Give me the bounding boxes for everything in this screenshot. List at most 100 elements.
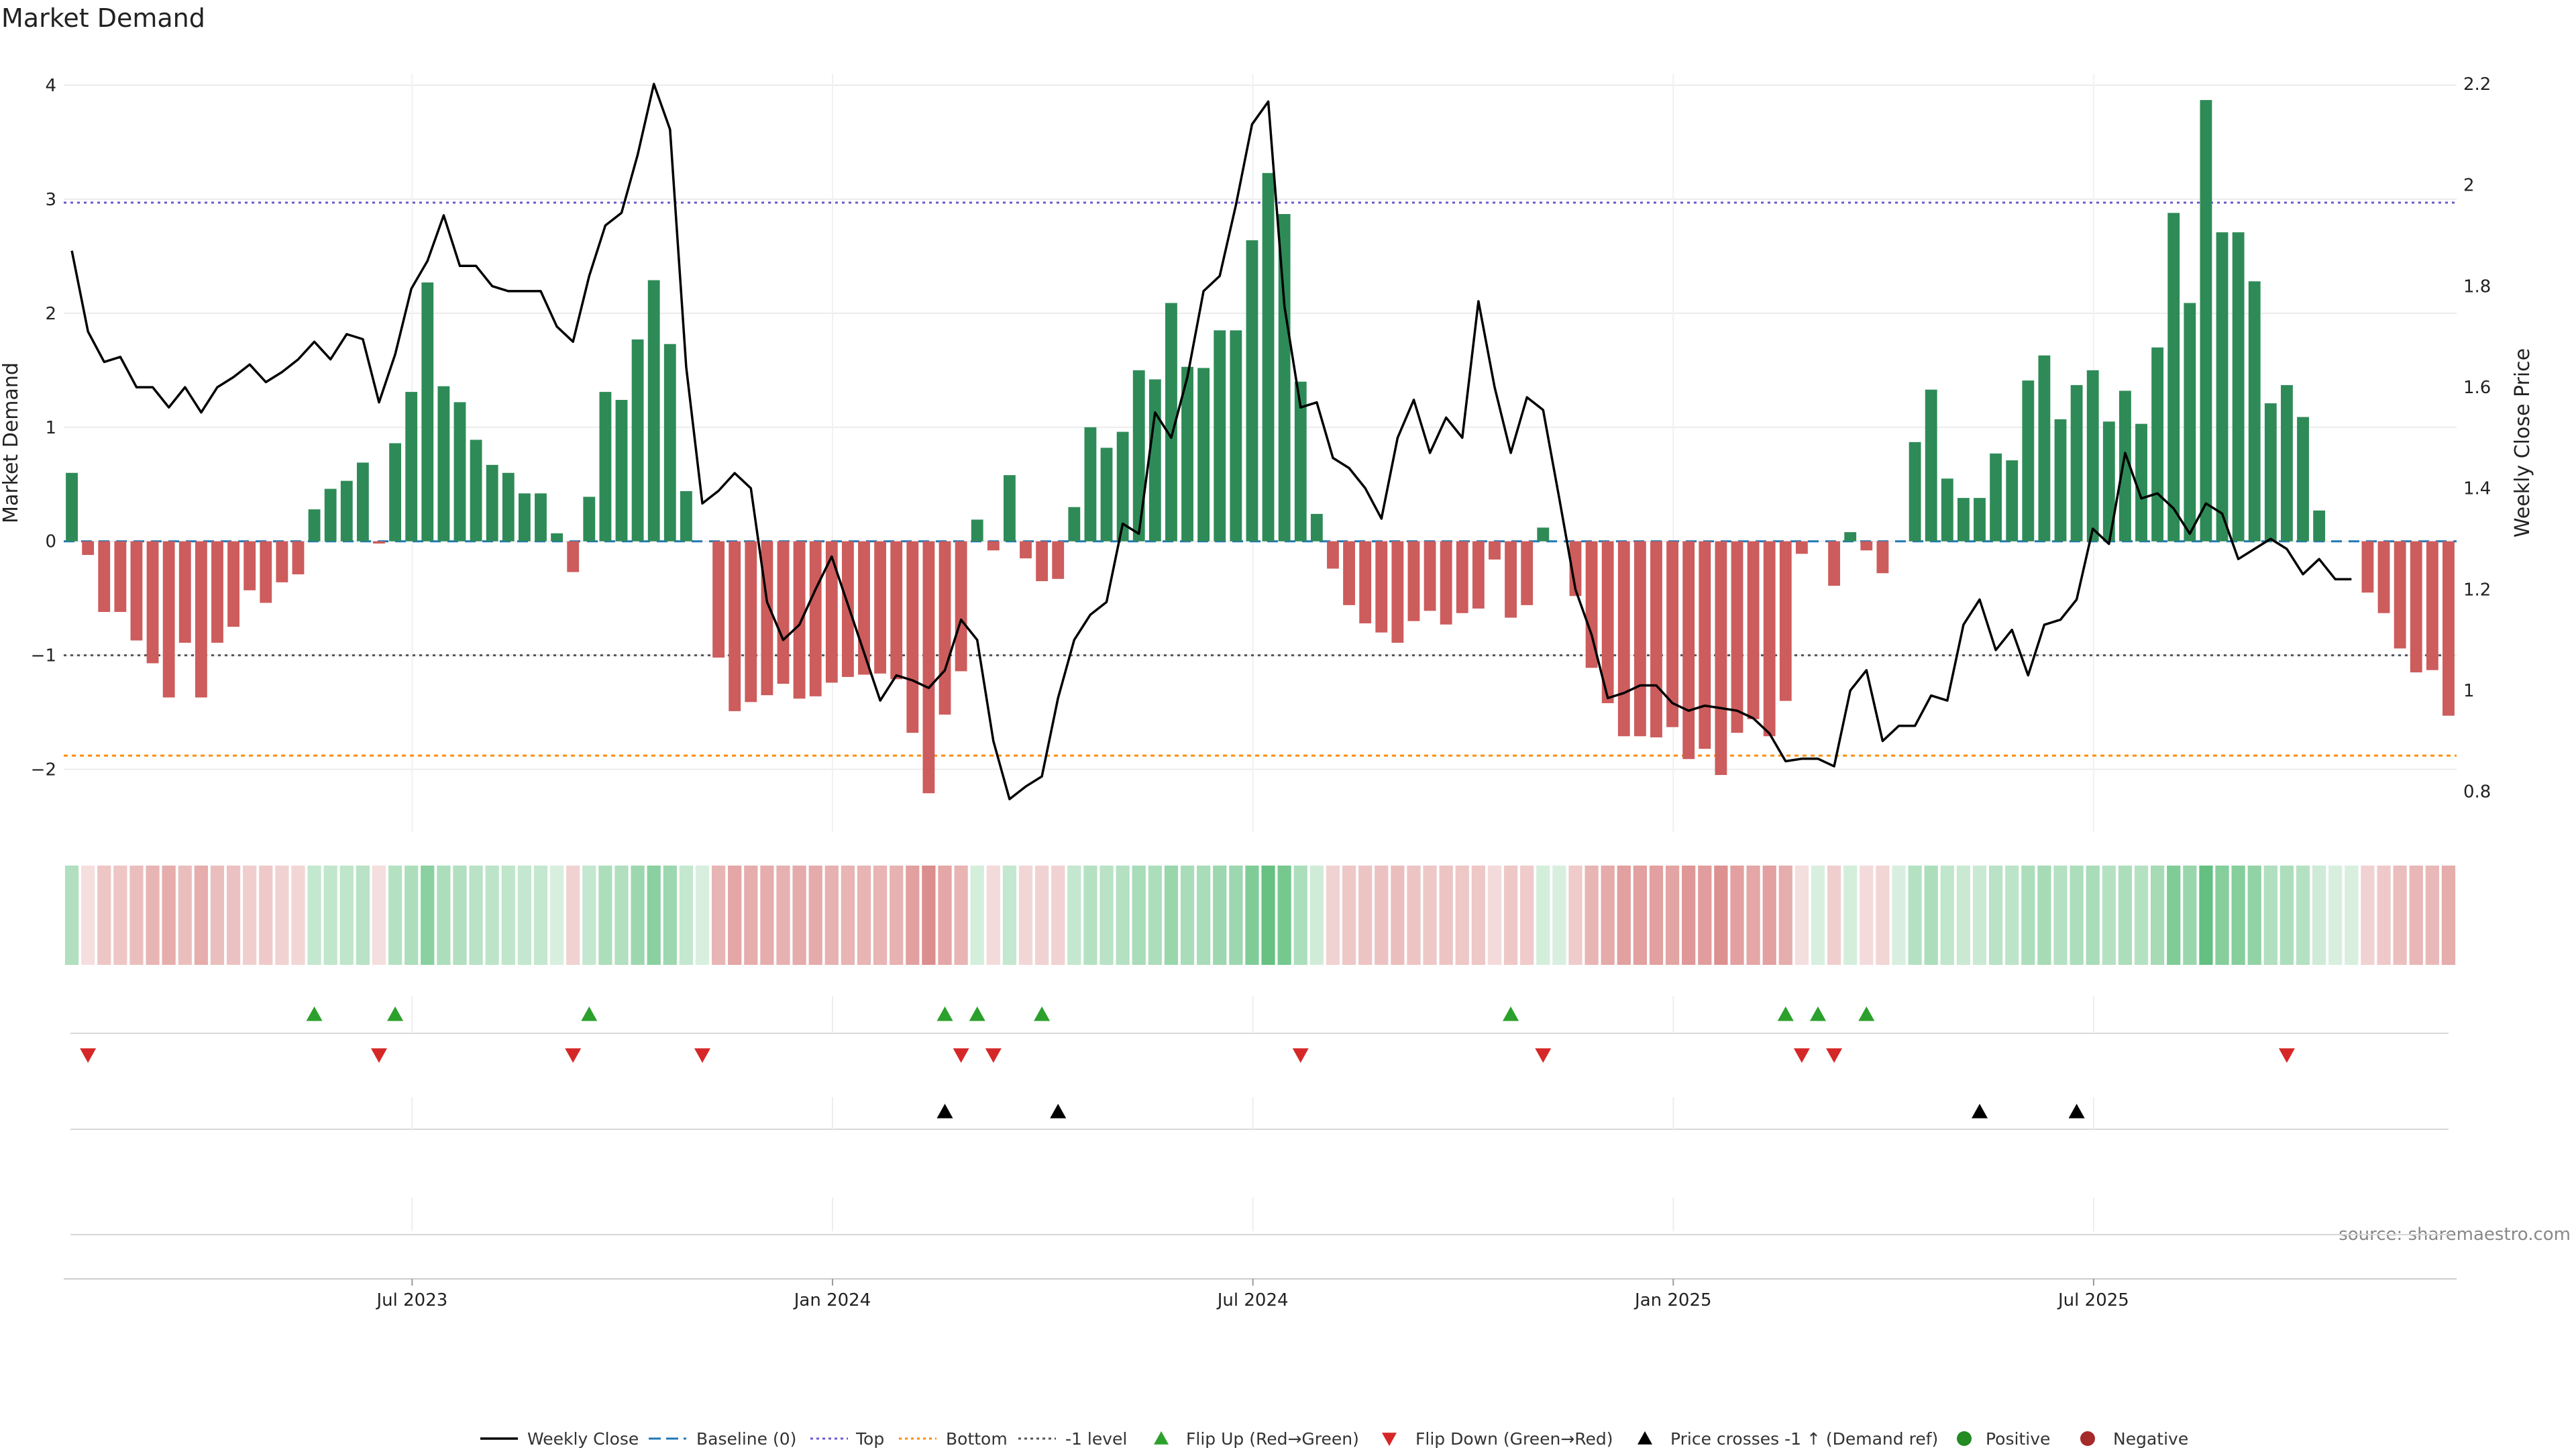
strip-cell bbox=[517, 866, 532, 965]
strip-cell bbox=[2425, 866, 2439, 965]
legend-label: Positive bbox=[1986, 1429, 2050, 1449]
strip-cell bbox=[631, 866, 645, 965]
strip-cell bbox=[1762, 866, 1776, 965]
x-tick-label: Jul 2023 bbox=[375, 1290, 447, 1310]
flip-up-marker bbox=[306, 1006, 323, 1021]
strip-cell bbox=[1471, 866, 1485, 965]
strip-cell bbox=[1536, 866, 1550, 965]
demand-bar-positive bbox=[2038, 355, 2051, 541]
demand-bar-negative bbox=[1585, 541, 1598, 668]
flip-down-marker bbox=[2278, 1048, 2295, 1063]
strip-cell bbox=[2393, 866, 2407, 965]
demand-bar-negative bbox=[1666, 541, 1679, 727]
demand-bar-negative bbox=[1440, 541, 1452, 625]
strip-cell bbox=[2441, 866, 2456, 965]
demand-bar-positive bbox=[340, 480, 353, 541]
strip-cell bbox=[243, 866, 257, 965]
demand-bar-negative bbox=[841, 541, 854, 677]
strip-cell bbox=[1067, 866, 1081, 965]
strip-cell bbox=[1439, 866, 1453, 965]
demand-bar-negative bbox=[1828, 541, 1841, 586]
demand-bar-negative bbox=[1795, 541, 1808, 554]
legend-label: Baseline (0) bbox=[696, 1429, 796, 1449]
legend: Weekly Close Baseline (0) Top Bottom -1 leve… bbox=[480, 1429, 2188, 1449]
demand-bar-negative bbox=[114, 541, 127, 613]
flip-down-marker bbox=[1826, 1048, 1843, 1063]
legend-swatch bbox=[1638, 1431, 1652, 1445]
flip-down-marker bbox=[1292, 1048, 1309, 1063]
legend-label: Negative bbox=[2113, 1429, 2188, 1449]
strip-cell bbox=[1487, 866, 1502, 965]
strip-cell bbox=[2263, 866, 2277, 965]
demand-bar-negative bbox=[1343, 541, 1355, 605]
strip-cell bbox=[162, 866, 176, 965]
x-tick-label: Jan 2024 bbox=[793, 1290, 871, 1310]
strip-cell bbox=[647, 866, 661, 965]
demand-bar-positive bbox=[2281, 384, 2293, 541]
strip-cell bbox=[1892, 866, 1906, 965]
strip-cell bbox=[1164, 866, 1179, 965]
demand-bar-negative bbox=[874, 541, 887, 674]
strip-cell bbox=[372, 866, 386, 965]
demand-bar-positive bbox=[470, 439, 482, 541]
strip-cell bbox=[259, 866, 273, 965]
strip-cell bbox=[356, 866, 370, 965]
demand-bar-positive bbox=[1165, 303, 1177, 541]
demand-bar-negative bbox=[809, 541, 822, 696]
demand-bar-positive bbox=[1004, 475, 1016, 541]
demand-bar-positive bbox=[1941, 478, 1953, 541]
strip-cell bbox=[1148, 866, 1162, 965]
demand-bar-positive bbox=[583, 497, 596, 541]
demand-bar-negative bbox=[1505, 541, 1517, 618]
demand-bar-negative bbox=[987, 541, 1000, 551]
strip-cell bbox=[1698, 866, 1712, 965]
y-right-tick-label: 1.2 bbox=[2463, 580, 2491, 600]
strip-cell bbox=[1407, 866, 1421, 965]
flip-up-marker bbox=[581, 1006, 598, 1021]
demand-bar-negative bbox=[1036, 541, 1049, 582]
strip-cell bbox=[501, 866, 515, 965]
y-right-tick-label: 1 bbox=[2463, 681, 2475, 701]
demand-bar-positive bbox=[2102, 421, 2115, 541]
strip-cell bbox=[663, 866, 677, 965]
strip-cell bbox=[841, 866, 855, 965]
demand-bar-negative bbox=[1424, 541, 1436, 611]
y-right-tick-label: 2.2 bbox=[2463, 74, 2491, 95]
demand-bar-positive bbox=[535, 493, 547, 541]
strip-cell bbox=[2409, 866, 2423, 965]
y-right-tick-label: 1.8 bbox=[2463, 276, 2491, 297]
strip-cell bbox=[2151, 866, 2165, 965]
demand-bar-positive bbox=[1310, 513, 1323, 541]
demand-bar-positive bbox=[2151, 347, 2164, 541]
legend-label: -1 level bbox=[1065, 1429, 1127, 1449]
flip-up-marker bbox=[969, 1006, 985, 1021]
demand-bar-negative bbox=[211, 541, 223, 643]
demand-bar-positive bbox=[356, 462, 369, 541]
demand-bar-negative bbox=[1489, 541, 1501, 560]
demand-bar-negative bbox=[1763, 541, 1776, 737]
flip-up-marker bbox=[1503, 1006, 1519, 1021]
demand-bar-negative bbox=[1731, 541, 1743, 733]
strip-cell bbox=[1309, 866, 1324, 965]
demand-bar-negative bbox=[2443, 541, 2455, 716]
strip-cell bbox=[437, 866, 451, 965]
strip-cell bbox=[2134, 866, 2149, 965]
strip-cell bbox=[1860, 866, 1874, 965]
demand-bar-positive bbox=[437, 386, 450, 541]
strip-cell bbox=[1245, 866, 1259, 965]
strip-cell bbox=[2312, 866, 2326, 965]
strip-cell bbox=[421, 866, 435, 965]
demand-bar-positive bbox=[389, 443, 401, 541]
strip-cell bbox=[1649, 866, 1664, 965]
demand-bar-negative bbox=[825, 541, 838, 683]
strip-cell bbox=[1568, 866, 1582, 965]
strip-cell bbox=[323, 866, 337, 965]
strip-cell bbox=[1811, 866, 1825, 965]
strip-cell bbox=[1827, 866, 1841, 965]
demand-bar-positive bbox=[1246, 240, 1258, 541]
strip-cell bbox=[1132, 866, 1146, 965]
legend-swatch bbox=[2080, 1431, 2095, 1446]
flip-down-marker bbox=[1535, 1048, 1552, 1063]
strip-cell bbox=[1391, 866, 1405, 965]
flip-down-marker bbox=[985, 1048, 1002, 1063]
